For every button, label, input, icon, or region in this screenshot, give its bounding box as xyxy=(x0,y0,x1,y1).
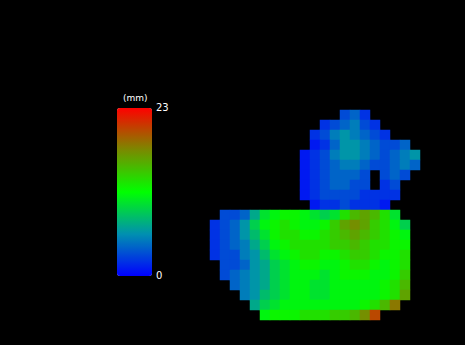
svg-text:(mm): (mm) xyxy=(123,93,148,103)
svg-text:0: 0 xyxy=(156,270,162,281)
svg-text:23: 23 xyxy=(156,102,169,113)
